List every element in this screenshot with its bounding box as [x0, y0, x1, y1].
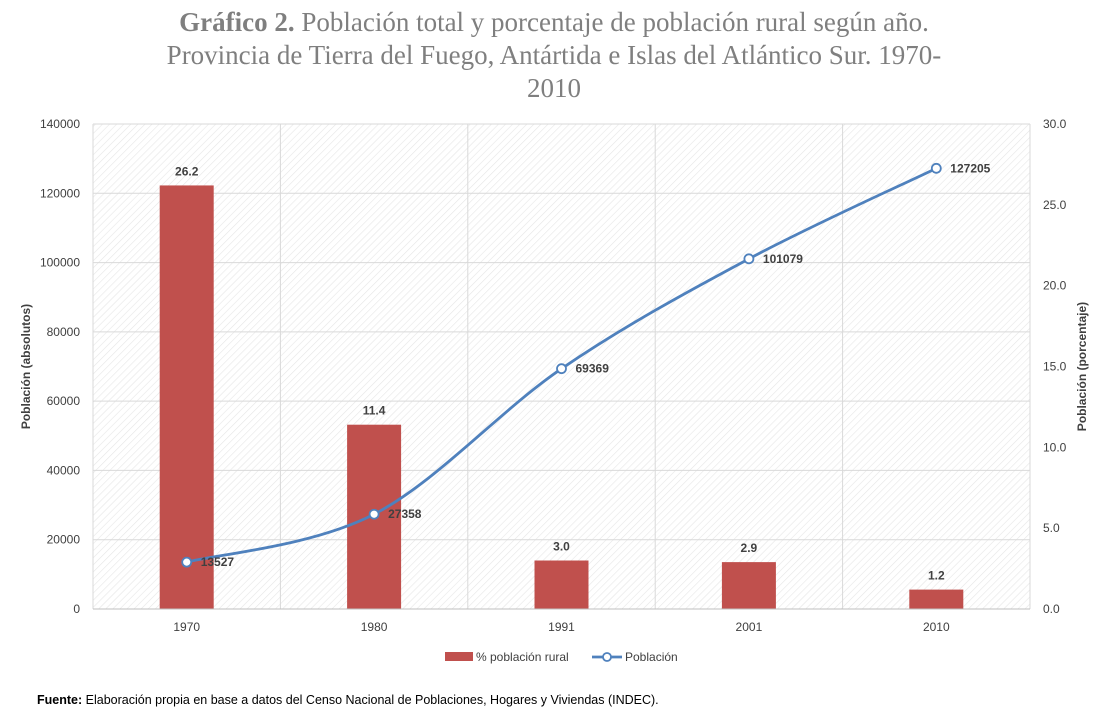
x-tick-label: 2001 — [736, 620, 763, 634]
bar-2010 — [909, 589, 964, 609]
y-tick-label: 0 — [73, 602, 80, 616]
data-labels: 26.2 11.4 3.0 2.9 1.2 13527 27358 69369 101079 12… — [175, 161, 991, 582]
title-number: Gráfico 2. — [179, 7, 295, 37]
x-tick-label: 2010 — [923, 620, 950, 634]
y2-tick-label: 10.0 — [1043, 440, 1067, 454]
y-tick-label: 20000 — [47, 533, 81, 547]
legend-line-marker — [602, 652, 612, 662]
gridlines — [92, 123, 1031, 610]
line-data-label: 127205 — [950, 161, 990, 175]
legend-line-label: Población — [625, 650, 678, 664]
line-data-label: 101079 — [763, 252, 803, 266]
legend-bar-label: % población rural — [476, 650, 569, 664]
line-point-1980 — [368, 508, 380, 520]
x-tick-label: 1970 — [173, 620, 200, 634]
y-tick-label: 100000 — [40, 256, 80, 270]
y2-tick-label: 0.0 — [1043, 602, 1060, 616]
line-point-2001 — [743, 253, 755, 265]
y2-axis-title: Población (porcentaje) — [1075, 302, 1089, 431]
y2-tick-label: 25.0 — [1043, 198, 1067, 212]
source-text: Elaboración propia en base a datos del C… — [85, 693, 659, 707]
title-line-1: Población total y porcentaje de població… — [301, 7, 929, 37]
line-data-label: 27358 — [388, 507, 422, 521]
line-point-2010 — [930, 162, 942, 174]
x-tick-label: 1991 — [548, 620, 575, 634]
y2-tick-label: 30.0 — [1043, 117, 1067, 131]
y2-tick-label: 5.0 — [1043, 521, 1060, 535]
bar-1991 — [534, 560, 589, 609]
bar-2001 — [721, 562, 776, 609]
y-tick-label: 140000 — [40, 117, 80, 131]
bar-data-label: 11.4 — [363, 404, 386, 418]
source-label: Fuente: — [37, 693, 83, 707]
line-series — [181, 162, 942, 568]
legend: % población rural Población — [445, 650, 678, 664]
y2-tick-label: 20.0 — [1043, 279, 1067, 293]
bar-1970 — [159, 185, 214, 609]
source-note: Fuente: Elaboración propia en base a dat… — [37, 693, 659, 707]
bar-data-label: 1.2 — [928, 569, 945, 583]
bar-data-label: 2.9 — [741, 541, 758, 555]
chart-title: Gráfico 2. Población total y porcentaje … — [0, 6, 1108, 105]
y-tick-label: 60000 — [47, 394, 81, 408]
y-tick-label: 40000 — [47, 463, 81, 477]
y-axis-title: Población (absolutos) — [19, 304, 33, 429]
line-data-label: 69369 — [576, 362, 610, 376]
legend-bar-swatch — [445, 652, 473, 661]
combo-chart: 26.2 11.4 3.0 2.9 1.2 13527 27358 69369 101079 12… — [19, 117, 1089, 664]
title-line-3: 2010 — [527, 73, 581, 103]
title-line-2: Provincia de Tierra del Fuego, Antártida… — [166, 40, 942, 70]
y-tick-label: 80000 — [47, 325, 81, 339]
bar-data-label: 3.0 — [553, 540, 570, 554]
bar-data-label: 26.2 — [175, 164, 199, 178]
axes: 0 20000 40000 60000 80000 100000 120000 140000 0… — [19, 117, 1089, 634]
x-tick-label: 1980 — [361, 620, 388, 634]
line-point-1991 — [556, 363, 567, 375]
y-tick-label: 120000 — [40, 186, 80, 200]
line-point-1970 — [181, 556, 193, 568]
line-data-label: 13527 — [201, 555, 235, 569]
y2-tick-label: 15.0 — [1043, 360, 1067, 374]
